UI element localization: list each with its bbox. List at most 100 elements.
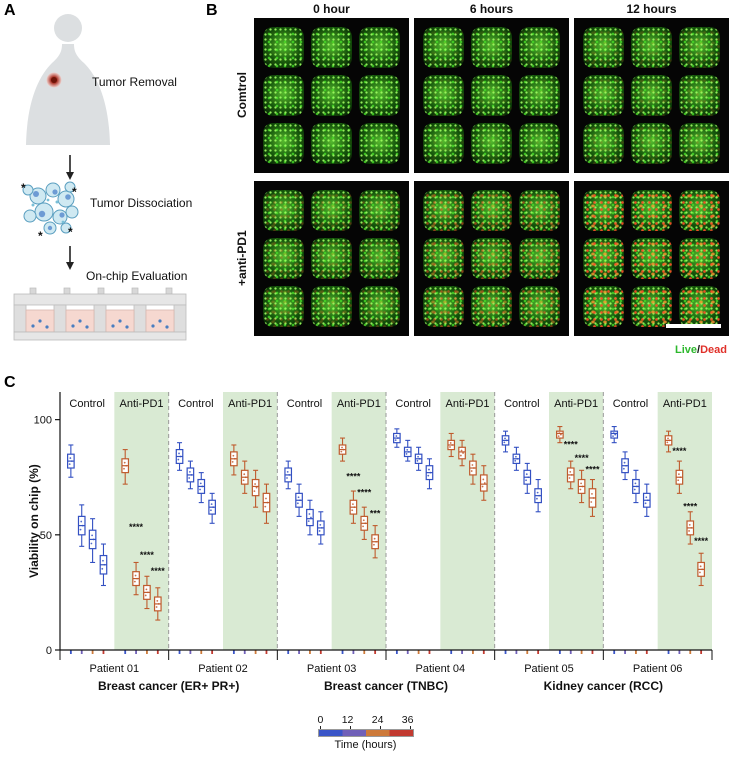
tumor-spheroid [359,27,400,68]
box-plot [697,552,705,587]
box-plot [208,492,216,524]
tumor-spheroid [679,27,720,68]
box-plot [67,444,75,478]
microfluidic-chip-icon [13,287,187,341]
time-legend: 0 12 24 36 Time (hours) [317,714,414,751]
box-plot [447,432,456,458]
workflow-diagram: Tumor Removal * * * * [13,14,192,341]
box-plot [153,587,162,621]
tumor-spheroid [423,286,464,327]
tumor-spheroid [263,75,304,116]
tumor-spheroid [263,238,304,279]
viability-chart: Control Anti-PD1 **** **** **** Patient 01 Con… [34,392,713,693]
box-plot [479,465,488,501]
scale-bar [666,324,721,328]
svg-text:*: * [68,225,73,239]
y-tick-label: 50 [40,530,52,542]
anti-pd1-shading [657,392,712,650]
anti-pd1-shading [223,392,278,650]
significance-marker: **** [346,472,361,482]
tumor-spheroid [311,238,352,279]
tumor-spheroid [263,190,304,231]
tumor-spheroid [471,238,512,279]
tumor-spheroid [423,238,464,279]
y-tick-label: 0 [46,645,52,657]
tumor-spheroid [423,75,464,116]
tumor-spheroid [423,190,464,231]
box-plot [240,460,249,494]
box-plot [88,518,97,564]
condition-label: Control [613,398,648,410]
tumor-spheroid [423,27,464,68]
legend-slash: / [697,344,701,356]
tumor-spheroid [311,190,352,231]
legend-tick-12: 12 [341,714,354,726]
arrow-down-icon [66,246,74,270]
arrow-down-icon [66,155,74,180]
box-plot [371,525,379,559]
tumor-spheroid [311,27,352,68]
box-plot [77,504,86,547]
condition-label: Control [178,398,213,410]
panel-c-viability: C Viability on chip (%) Control Anti-PD1 *… [0,368,731,758]
box-plot [349,490,358,524]
y-tick-label: 100 [34,415,52,427]
legend-tick-0: 0 [317,714,324,726]
tumor-spheroid [311,123,352,164]
fluorescence-image [574,18,729,173]
box-plot [393,428,401,448]
tumor-spheroid [359,75,400,116]
live-label: Live [675,344,698,356]
box-plot [577,469,586,504]
tumor-spheroid [583,238,624,279]
tumor-spheroid [471,75,512,116]
row-label-anti-pd1: +anti-PD1 [235,230,249,287]
box-plot [566,460,575,490]
condition-label: Anti-PD1 [445,398,489,410]
fluorescence-image [254,18,409,173]
svg-text:*: * [72,185,77,199]
tumor-spheroid [519,190,560,231]
stromal-cells-icon: * * * * [21,181,77,243]
tumor-spheroid [583,123,624,164]
tumor-removal-label: Tumor Removal [92,75,177,89]
box-plot [175,442,184,471]
box-plot [121,449,130,485]
significance-marker: **** [357,488,372,498]
box-plot [338,437,347,462]
human-silhouette-icon [26,14,110,145]
panel-a-workflow: A Tumor Removal [0,0,212,368]
tumor-spheroid [631,27,672,68]
box-plot [642,483,651,517]
box-plot [610,426,619,444]
tumor-spheroid [359,286,400,327]
tumor-spheroid [679,190,720,231]
patient-label: Patient 05 [524,663,574,675]
tumor-spheroid [359,238,400,279]
tumor-spheroid [519,123,560,164]
anti-pd1-shading [331,392,386,650]
box-plot [512,446,521,471]
box-plot [295,483,303,517]
patient-label: Patient 04 [416,663,466,675]
box-plot [458,439,466,467]
significance-marker: **** [564,439,579,449]
box-plot [664,430,673,453]
tumor-spheroid [631,123,672,164]
tumor-spheroid [583,75,624,116]
condition-label: Anti-PD1 [663,398,707,410]
box-plot [306,499,314,536]
condition-label: Anti-PD1 [554,398,598,410]
significance-marker: **** [140,550,155,560]
box-plot [523,462,532,494]
significance-marker: *** [370,508,381,518]
box-plot [621,451,629,481]
tumor-spheroid [359,123,400,164]
box-plot [197,472,206,504]
box-plot [414,446,423,471]
svg-text:*: * [21,181,26,195]
cell-nuclei-icon [33,189,71,231]
tumor-spheroid [519,286,560,327]
tumor-spheroid [679,286,720,327]
